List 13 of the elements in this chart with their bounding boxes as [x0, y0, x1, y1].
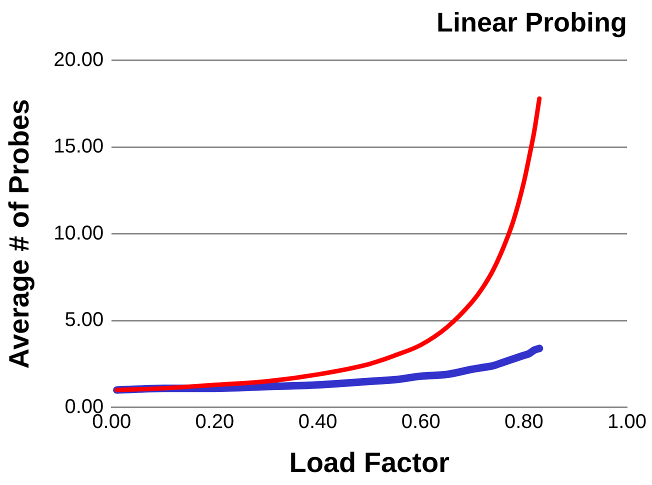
- x-axis-title: Load Factor: [289, 446, 450, 478]
- x-tick-label: 0.80: [504, 410, 544, 433]
- x-tick-label: 0.40: [298, 410, 338, 433]
- y-tick-label: 5.00: [64, 309, 104, 332]
- y-axis-title: Average # of Probes: [4, 99, 35, 369]
- x-tick-label: 0.60: [401, 410, 440, 433]
- y-tick-label: 15.00: [54, 136, 104, 158]
- y-tick-label: 20.00: [54, 48, 104, 71]
- chart-title: Linear Probing: [436, 8, 627, 38]
- y-tick-label: 10.00: [54, 222, 104, 244]
- line-series: [114, 96, 542, 392]
- x-tick-label: 0.20: [195, 410, 234, 433]
- x-tick-label: 1.00: [608, 410, 646, 433]
